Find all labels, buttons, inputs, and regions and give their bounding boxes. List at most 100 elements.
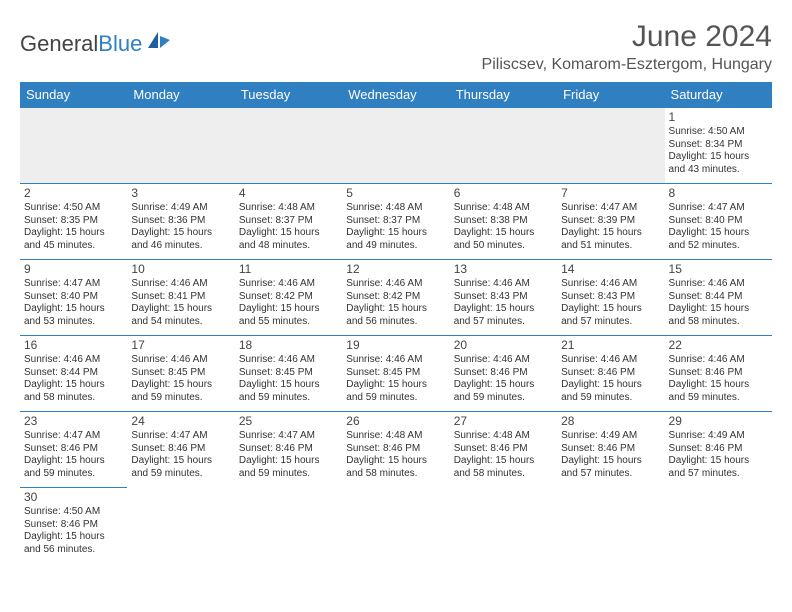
day-info-line: Sunrise: 4:48 AM	[454, 430, 553, 443]
day-number: 16	[24, 338, 123, 353]
day-info-line: Sunset: 8:44 PM	[669, 291, 768, 304]
calendar-day-cell: 27Sunrise: 4:48 AMSunset: 8:46 PMDayligh…	[450, 412, 557, 488]
day-info-line: and 59 minutes.	[346, 392, 445, 405]
day-number: 27	[454, 414, 553, 429]
day-info-line: and 50 minutes.	[454, 240, 553, 253]
day-info-line: Sunrise: 4:46 AM	[454, 278, 553, 291]
calendar-day-cell	[557, 488, 664, 564]
day-info-line: and 43 minutes.	[669, 164, 768, 177]
weekday-header: Thursday	[450, 82, 557, 108]
day-info-line: and 59 minutes.	[131, 392, 230, 405]
day-info-line: and 55 minutes.	[239, 316, 338, 329]
day-info-line: Daylight: 15 hours	[346, 379, 445, 392]
day-number: 13	[454, 262, 553, 277]
calendar-week-row: 30Sunrise: 4:50 AMSunset: 8:46 PMDayligh…	[20, 488, 772, 564]
day-info-line: Sunset: 8:40 PM	[24, 291, 123, 304]
day-info-line: and 58 minutes.	[454, 468, 553, 481]
day-info-line: Sunrise: 4:46 AM	[561, 354, 660, 367]
day-number: 18	[239, 338, 338, 353]
day-info-line: Daylight: 15 hours	[24, 303, 123, 316]
calendar-day-cell	[20, 108, 127, 184]
day-info-line: Sunrise: 4:46 AM	[131, 354, 230, 367]
day-info-line: Sunset: 8:46 PM	[24, 519, 123, 532]
day-number: 20	[454, 338, 553, 353]
weekday-header: Tuesday	[235, 82, 342, 108]
sail-icon	[146, 30, 172, 58]
day-info-line: and 45 minutes.	[24, 240, 123, 253]
calendar-day-cell: 4Sunrise: 4:48 AMSunset: 8:37 PMDaylight…	[235, 184, 342, 260]
day-info-line: and 58 minutes.	[24, 392, 123, 405]
day-info-line: and 57 minutes.	[454, 316, 553, 329]
day-info-line: and 53 minutes.	[24, 316, 123, 329]
day-info-line: Daylight: 15 hours	[454, 379, 553, 392]
day-info-line: Sunset: 8:40 PM	[669, 215, 768, 228]
day-info-line: Sunset: 8:46 PM	[669, 443, 768, 456]
day-info-line: Sunrise: 4:46 AM	[346, 278, 445, 291]
day-info-line: Daylight: 15 hours	[346, 455, 445, 468]
calendar-day-cell	[557, 108, 664, 184]
calendar-day-cell: 16Sunrise: 4:46 AMSunset: 8:44 PMDayligh…	[20, 336, 127, 412]
calendar-week-row: 16Sunrise: 4:46 AMSunset: 8:44 PMDayligh…	[20, 336, 772, 412]
calendar-day-cell: 12Sunrise: 4:46 AMSunset: 8:42 PMDayligh…	[342, 260, 449, 336]
day-info-line: and 57 minutes.	[561, 316, 660, 329]
calendar-day-cell: 3Sunrise: 4:49 AMSunset: 8:36 PMDaylight…	[127, 184, 234, 260]
logo-text-1: General	[20, 31, 98, 57]
day-number: 15	[669, 262, 768, 277]
day-info-line: Sunrise: 4:48 AM	[346, 430, 445, 443]
day-info-line: Sunrise: 4:48 AM	[239, 202, 338, 215]
calendar-day-cell	[450, 488, 557, 564]
day-info-line: Daylight: 15 hours	[669, 379, 768, 392]
day-number: 5	[346, 186, 445, 201]
day-number: 2	[24, 186, 123, 201]
calendar-day-cell: 17Sunrise: 4:46 AMSunset: 8:45 PMDayligh…	[127, 336, 234, 412]
day-info-line: Sunset: 8:46 PM	[454, 367, 553, 380]
day-info-line: Daylight: 15 hours	[239, 455, 338, 468]
title-block: June 2024 Piliscsev, Komarom-Esztergom, …	[482, 20, 772, 74]
day-info-line: Sunset: 8:46 PM	[239, 443, 338, 456]
day-info-line: Sunrise: 4:46 AM	[454, 354, 553, 367]
day-info-line: Sunrise: 4:46 AM	[131, 278, 230, 291]
day-info-line: Daylight: 15 hours	[561, 303, 660, 316]
day-number: 11	[239, 262, 338, 277]
day-info-line: and 57 minutes.	[561, 468, 660, 481]
calendar-day-cell: 11Sunrise: 4:46 AMSunset: 8:42 PMDayligh…	[235, 260, 342, 336]
header: GeneralBlue June 2024 Piliscsev, Komarom…	[20, 20, 772, 74]
location: Piliscsev, Komarom-Esztergom, Hungary	[482, 56, 772, 74]
day-number: 1	[669, 110, 768, 125]
weekday-header: Monday	[127, 82, 234, 108]
calendar-day-cell	[342, 488, 449, 564]
day-number: 21	[561, 338, 660, 353]
day-info-line: and 59 minutes.	[131, 468, 230, 481]
day-info-line: Sunset: 8:46 PM	[669, 367, 768, 380]
day-info-line: and 58 minutes.	[346, 468, 445, 481]
day-info-line: and 48 minutes.	[239, 240, 338, 253]
calendar-day-cell: 29Sunrise: 4:49 AMSunset: 8:46 PMDayligh…	[665, 412, 772, 488]
day-info-line: Sunset: 8:45 PM	[346, 367, 445, 380]
day-info-line: Sunrise: 4:50 AM	[669, 126, 768, 139]
day-info-line: and 59 minutes.	[454, 392, 553, 405]
day-info-line: and 59 minutes.	[24, 468, 123, 481]
calendar-day-cell	[342, 108, 449, 184]
weekday-header: Friday	[557, 82, 664, 108]
day-info-line: Sunrise: 4:49 AM	[669, 430, 768, 443]
day-info-line: Sunset: 8:46 PM	[561, 443, 660, 456]
day-info-line: Daylight: 15 hours	[24, 227, 123, 240]
weekday-header: Wednesday	[342, 82, 449, 108]
day-info-line: Daylight: 15 hours	[669, 303, 768, 316]
day-info-line: Sunset: 8:38 PM	[454, 215, 553, 228]
day-info-line: Sunset: 8:34 PM	[669, 139, 768, 152]
day-number: 25	[239, 414, 338, 429]
weekday-header: Sunday	[20, 82, 127, 108]
day-info-line: Sunrise: 4:47 AM	[561, 202, 660, 215]
calendar-day-cell: 20Sunrise: 4:46 AMSunset: 8:46 PMDayligh…	[450, 336, 557, 412]
day-info-line: Sunrise: 4:50 AM	[24, 202, 123, 215]
day-info-line: Daylight: 15 hours	[131, 379, 230, 392]
day-number: 10	[131, 262, 230, 277]
day-info-line: Sunrise: 4:46 AM	[669, 278, 768, 291]
day-info-line: Sunset: 8:37 PM	[346, 215, 445, 228]
calendar-day-cell: 26Sunrise: 4:48 AMSunset: 8:46 PMDayligh…	[342, 412, 449, 488]
day-info-line: Sunrise: 4:46 AM	[669, 354, 768, 367]
calendar-day-cell: 8Sunrise: 4:47 AMSunset: 8:40 PMDaylight…	[665, 184, 772, 260]
day-info-line: Sunset: 8:46 PM	[454, 443, 553, 456]
day-number: 3	[131, 186, 230, 201]
